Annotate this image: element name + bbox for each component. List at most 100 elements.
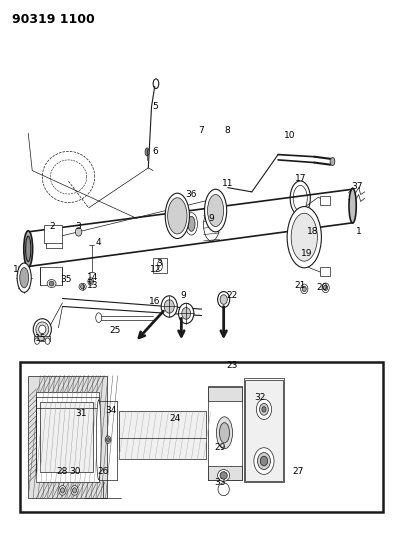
Ellipse shape — [75, 228, 82, 236]
Ellipse shape — [291, 213, 318, 261]
Text: 10: 10 — [285, 132, 296, 140]
Text: 37: 37 — [351, 182, 362, 191]
Ellipse shape — [156, 261, 162, 270]
Bar — [20, 362, 383, 512]
Ellipse shape — [220, 423, 230, 443]
Text: 29: 29 — [214, 443, 225, 452]
Ellipse shape — [39, 325, 46, 334]
Ellipse shape — [168, 198, 187, 234]
Text: 24: 24 — [170, 414, 181, 423]
Ellipse shape — [220, 472, 227, 479]
Ellipse shape — [79, 284, 86, 290]
Ellipse shape — [106, 438, 110, 441]
Text: 9: 9 — [209, 214, 214, 223]
Ellipse shape — [262, 407, 266, 412]
Text: 26: 26 — [97, 467, 108, 476]
Ellipse shape — [287, 207, 322, 268]
Text: 21: 21 — [295, 281, 306, 289]
Ellipse shape — [59, 486, 66, 495]
Ellipse shape — [71, 486, 78, 495]
Ellipse shape — [349, 189, 356, 223]
Text: 1: 1 — [356, 228, 361, 236]
Text: 6: 6 — [152, 148, 158, 156]
Ellipse shape — [218, 470, 230, 481]
Ellipse shape — [20, 268, 29, 288]
Text: 5: 5 — [152, 102, 158, 111]
Ellipse shape — [260, 456, 268, 466]
Text: 15: 15 — [35, 334, 46, 343]
Ellipse shape — [60, 488, 64, 493]
Text: 31: 31 — [75, 409, 86, 417]
Bar — [294, 251, 316, 256]
Ellipse shape — [33, 319, 51, 340]
Ellipse shape — [88, 278, 93, 285]
Ellipse shape — [161, 296, 177, 317]
Ellipse shape — [205, 189, 227, 232]
Text: 4: 4 — [96, 238, 102, 247]
Text: 35: 35 — [61, 276, 72, 284]
Text: 7: 7 — [199, 126, 204, 135]
Text: 11: 11 — [222, 180, 233, 188]
Text: 90319 1100: 90319 1100 — [12, 13, 95, 26]
Bar — [44, 225, 62, 243]
Text: 3: 3 — [156, 260, 162, 268]
Ellipse shape — [218, 483, 229, 496]
Bar — [40, 402, 93, 472]
Text: 14: 14 — [87, 273, 98, 281]
Text: 20: 20 — [317, 284, 328, 292]
Ellipse shape — [45, 338, 50, 344]
Text: 3: 3 — [76, 222, 81, 231]
Ellipse shape — [208, 195, 224, 227]
Bar — [36, 392, 99, 482]
Text: 8: 8 — [225, 126, 231, 135]
Bar — [119, 411, 206, 459]
Ellipse shape — [89, 279, 92, 284]
Ellipse shape — [164, 300, 174, 313]
Bar — [153, 258, 167, 273]
Ellipse shape — [256, 399, 272, 419]
Ellipse shape — [35, 338, 39, 344]
Ellipse shape — [302, 286, 306, 292]
Bar — [208, 386, 242, 480]
Text: 34: 34 — [105, 406, 116, 415]
Bar — [40, 266, 62, 285]
Bar — [208, 466, 242, 480]
Text: 27: 27 — [293, 467, 304, 476]
Ellipse shape — [179, 303, 194, 324]
Text: 30: 30 — [69, 467, 80, 476]
Ellipse shape — [218, 292, 230, 308]
Ellipse shape — [158, 260, 162, 271]
Ellipse shape — [258, 453, 270, 470]
Text: 1: 1 — [13, 265, 19, 273]
Ellipse shape — [26, 236, 31, 262]
Text: 25: 25 — [109, 326, 120, 335]
Text: 17: 17 — [295, 174, 306, 183]
Text: 13: 13 — [87, 281, 98, 289]
Ellipse shape — [188, 216, 195, 231]
Ellipse shape — [185, 213, 197, 235]
Bar — [320, 196, 330, 205]
Ellipse shape — [301, 284, 308, 294]
Ellipse shape — [73, 488, 77, 493]
Ellipse shape — [182, 308, 191, 319]
Ellipse shape — [165, 193, 189, 239]
Ellipse shape — [49, 281, 54, 286]
Ellipse shape — [47, 279, 56, 288]
Ellipse shape — [324, 285, 328, 290]
Ellipse shape — [216, 417, 233, 449]
Ellipse shape — [330, 158, 335, 165]
Bar — [294, 219, 316, 224]
Bar — [28, 376, 107, 498]
Bar — [208, 387, 242, 401]
Text: 36: 36 — [186, 190, 197, 199]
Text: 9: 9 — [181, 292, 186, 300]
Bar — [34, 336, 50, 341]
Text: 18: 18 — [307, 228, 318, 236]
Bar — [244, 378, 284, 482]
Text: 33: 33 — [214, 478, 225, 487]
Text: 22: 22 — [226, 292, 237, 300]
Text: 12: 12 — [150, 265, 161, 273]
Ellipse shape — [220, 295, 227, 304]
Ellipse shape — [24, 231, 33, 267]
Ellipse shape — [254, 448, 274, 474]
